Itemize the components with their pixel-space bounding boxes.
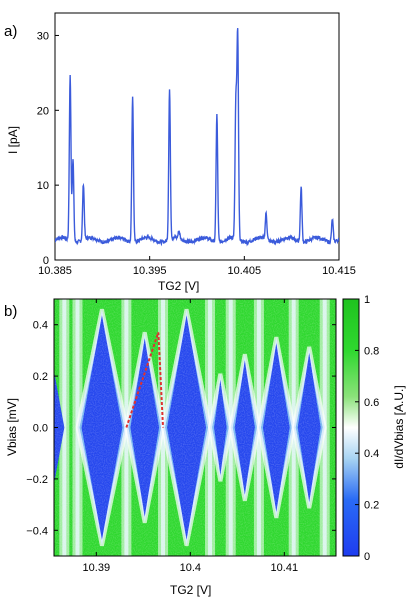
panel-b-ylabel: Vbias [mV]: [5, 398, 19, 456]
y-tick-label: 0.2: [33, 371, 48, 383]
panel-b-xlabel: TG2 [V]: [170, 583, 211, 597]
panel-b: b) 10.39 10.4 10.41−0.4−0.20.00.20.4 TG2 […: [4, 294, 406, 597]
heatmap: [54, 299, 336, 556]
x-tick-label: 10.4: [180, 562, 201, 574]
y-tick-label: 10: [37, 180, 49, 192]
x-tick-label: 10.385: [38, 265, 72, 277]
colorbar: [342, 298, 360, 557]
panel-a: a) 10.385 10.395 10.405 10.415 0 10 20 30 TG2 […: [4, 12, 356, 293]
x-tick-label: 10.415: [322, 265, 356, 277]
current-trace: [55, 28, 339, 247]
panel-a-ticks: 10.385 10.395 10.405 10.415 0 10 20 30: [37, 30, 356, 277]
x-tick-label: 10.395: [133, 265, 167, 277]
x-tick-label: 10.41: [271, 562, 299, 574]
x-tick-label: 10.39: [83, 562, 111, 574]
panel-a-xlabel: TG2 [V]: [158, 279, 199, 293]
y-tick-label: −0.4: [26, 525, 48, 537]
x-tick-label: 10.405: [228, 265, 262, 277]
heatmap-noise: [54, 299, 336, 556]
y-tick-label: 0.4: [33, 320, 48, 332]
colorbar-ticks: 0 0.2 0.4 0.6 0.8 1: [355, 294, 379, 563]
colorbar-tick-label: 0.6: [364, 397, 379, 409]
highlight-triangle: [125, 332, 165, 428]
colorbar-tick-label: 0.4: [364, 448, 379, 460]
y-tick-label: −0.2: [26, 474, 48, 486]
panel-a-ylabel: I [pA]: [6, 126, 20, 154]
y-tick-label: 20: [37, 105, 49, 117]
panel-a-label: a): [4, 23, 17, 40]
colorbar-tick-label: 0: [364, 551, 370, 563]
colorbar-tick-label: 0.8: [364, 345, 379, 357]
y-tick-label: 30: [37, 30, 49, 42]
y-tick-label: 0: [43, 255, 49, 267]
colorbar-tick-label: 1: [364, 294, 370, 306]
colorbar-label: dI/dVbias [A.U.]: [392, 385, 406, 468]
colorbar-tick-label: 0.2: [364, 500, 379, 512]
panel-b-label: b): [4, 303, 17, 320]
y-tick-label: 0.0: [33, 423, 48, 435]
panel-b-ticks: 10.39 10.4 10.41 −0.4 −0.2 0.0 0.2 0.4: [26, 299, 336, 574]
panel-a-frame: [54, 12, 340, 261]
